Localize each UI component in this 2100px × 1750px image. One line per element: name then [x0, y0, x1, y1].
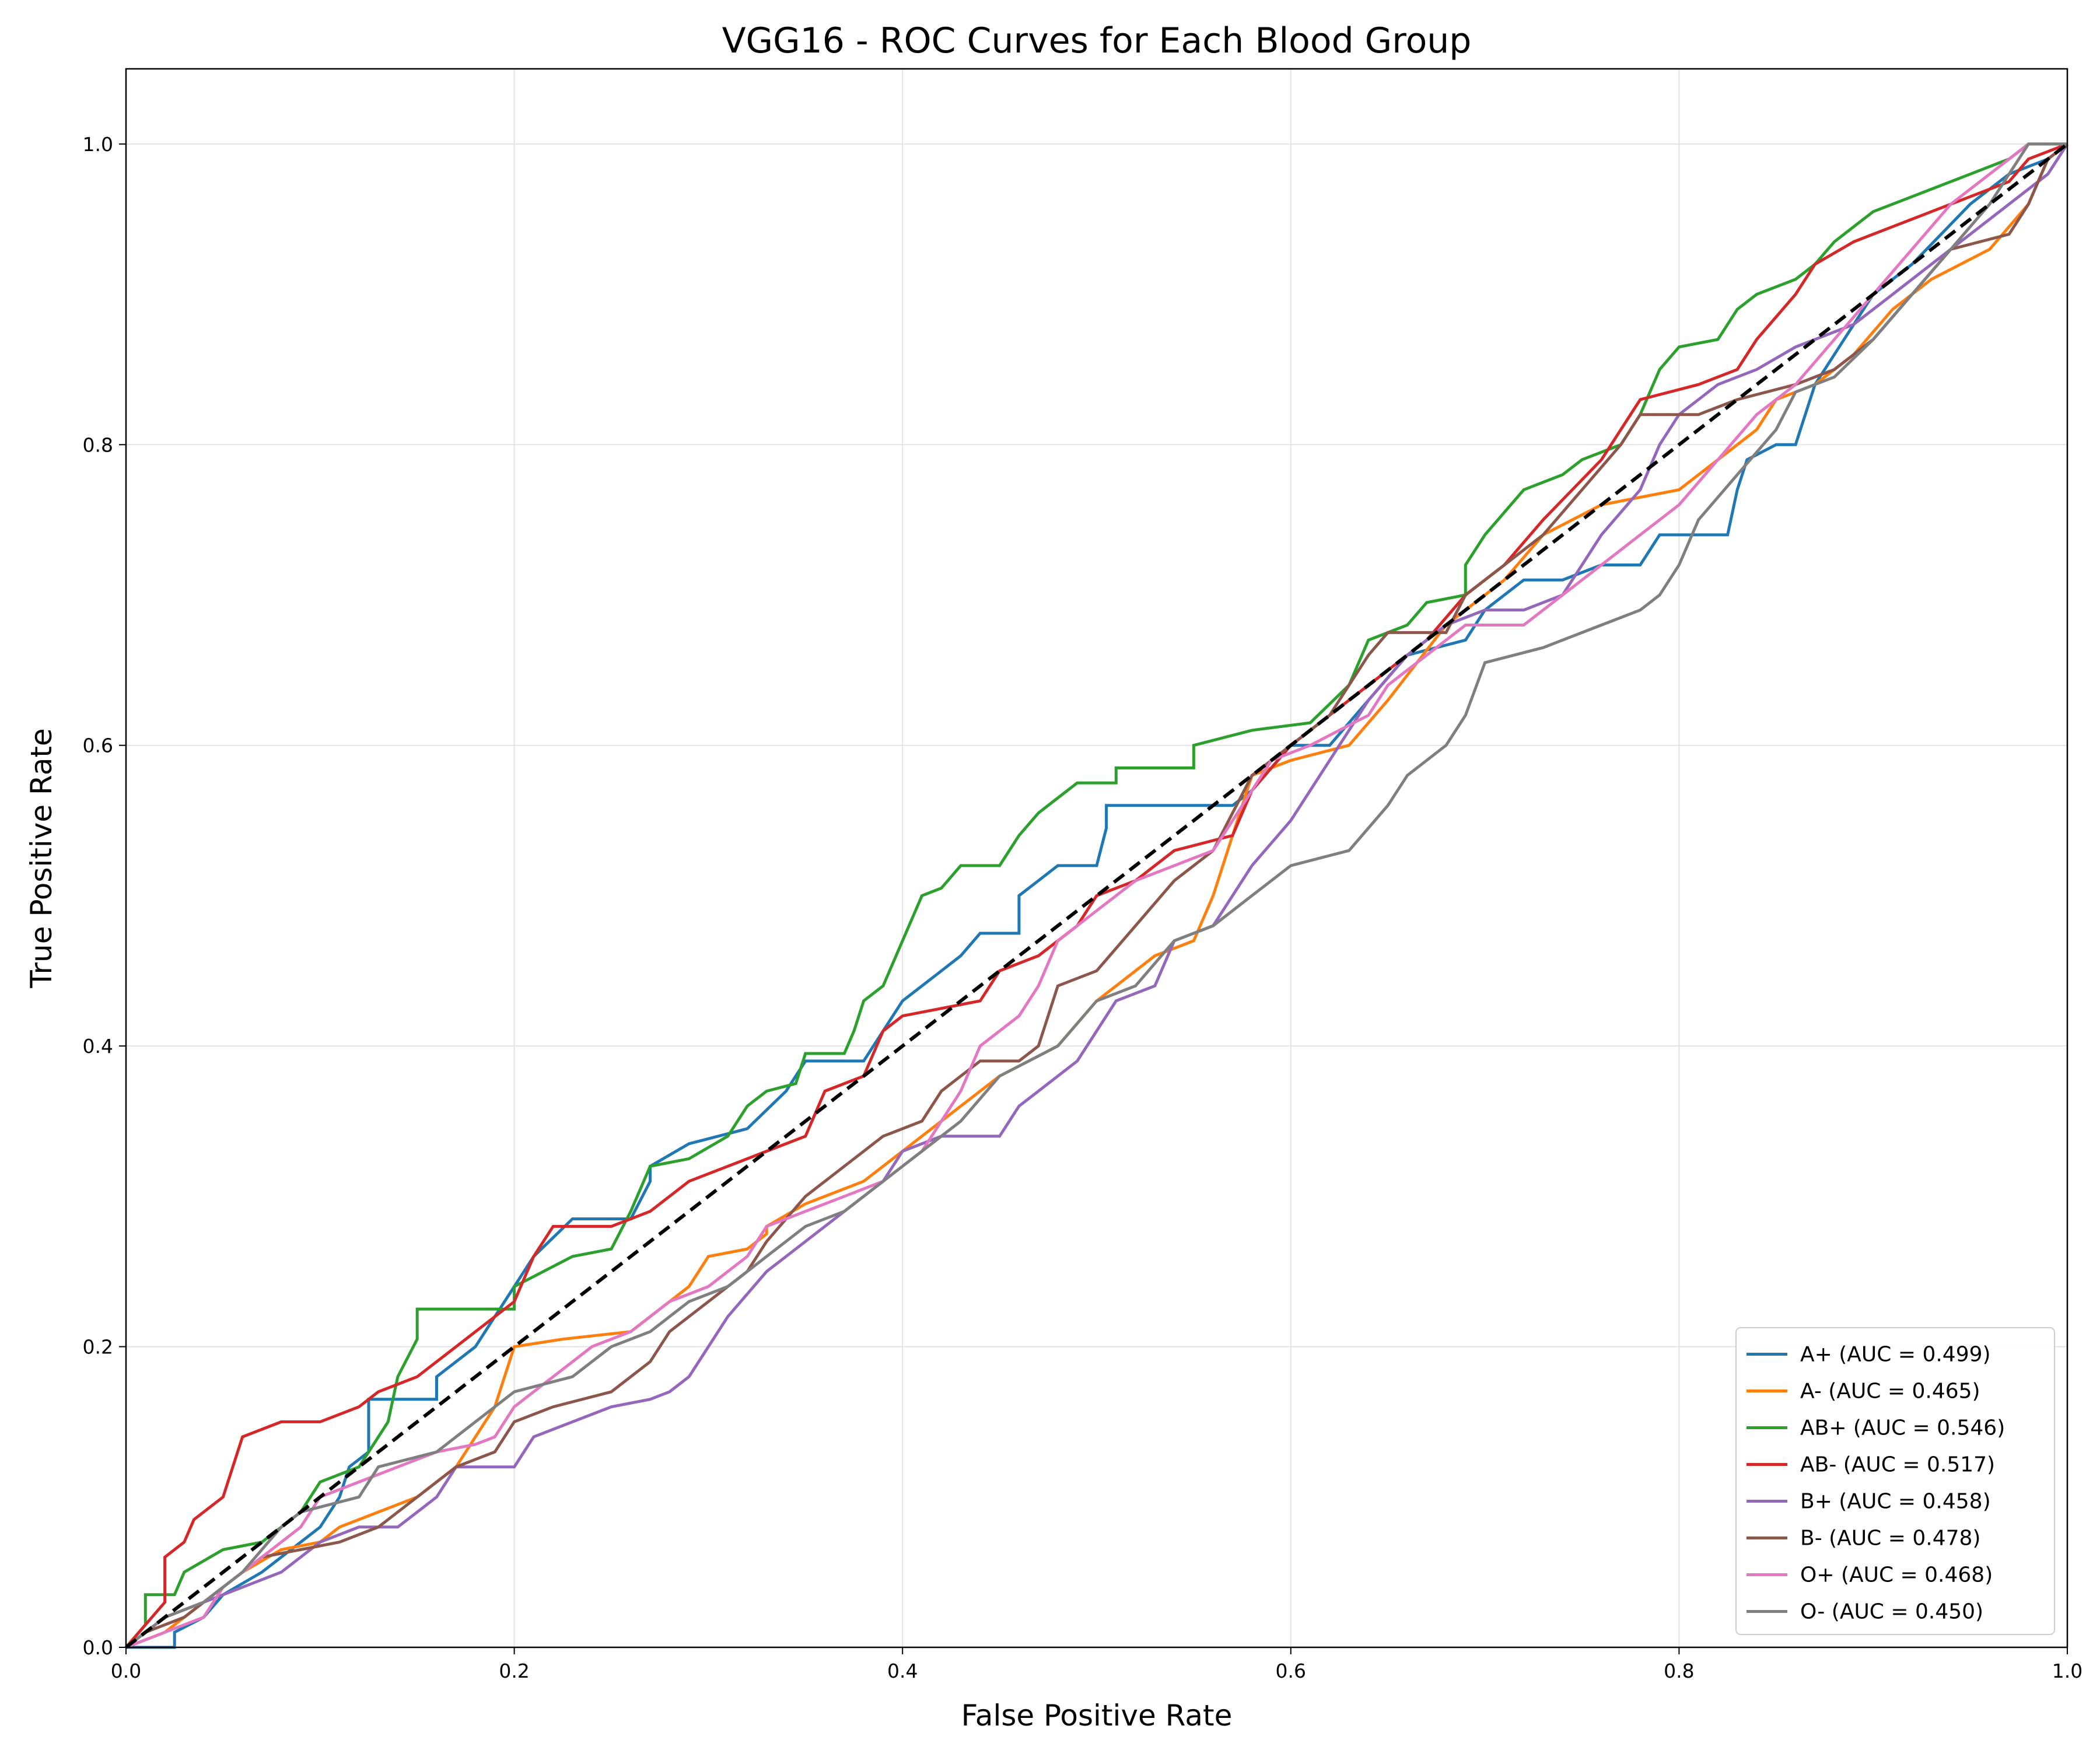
chart-title: VGG16 - ROC Curves for Each Blood Group — [722, 20, 1472, 61]
legend-entry: AB+ (AUC = 0.546) — [1800, 1416, 2005, 1440]
y-tick-label: 1.0 — [83, 133, 113, 156]
roc-line-b-neg — [125, 142, 2068, 1648]
legend-entry: A- (AUC = 0.465) — [1800, 1380, 1980, 1404]
legend-entry: B+ (AUC = 0.458) — [1800, 1490, 1991, 1514]
legend-entry: A+ (AUC = 0.499) — [1800, 1343, 1991, 1367]
plot-series — [125, 142, 2069, 1649]
legend-box — [1735, 1327, 2055, 1635]
roc-line-o-neg — [125, 142, 2067, 1648]
x-tick-label: 0.6 — [1276, 1660, 1306, 1682]
y-tick-label: 0.6 — [83, 734, 113, 757]
x-tick-label: 0.2 — [499, 1660, 529, 1682]
roc-line-ab-pos — [125, 142, 2067, 1648]
legend-entry: B- (AUC = 0.478) — [1800, 1527, 1980, 1550]
y-tick-label: 0.8 — [83, 433, 113, 456]
roc-line-chance — [125, 142, 2068, 1649]
roc-line-ab-neg — [125, 142, 2068, 1648]
x-axis-label: False Positive Rate — [961, 1699, 1233, 1732]
plot-frame — [125, 68, 2068, 1648]
legend-entry: O- (AUC = 0.450) — [1800, 1600, 1983, 1624]
legend-entry: AB- (AUC = 0.517) — [1800, 1453, 1995, 1477]
grid — [125, 69, 2068, 1648]
y-tick-label: 0.0 — [83, 1636, 113, 1659]
y-axis-label: True Positive Rate — [24, 728, 58, 988]
axis-ticks: 0.0 0.2 0.4 0.6 0.8 1.0 0.0 0.2 0.4 0.6 0.8 1.0 — [83, 133, 2083, 1682]
x-tick-label: 0.4 — [887, 1660, 918, 1682]
y-tick-label: 0.4 — [83, 1035, 113, 1058]
x-tick-label: 1.0 — [2052, 1660, 2082, 1682]
x-tick-label: 0.8 — [1664, 1660, 1694, 1682]
x-tick-label: 0.0 — [111, 1660, 141, 1682]
legend: A+ (AUC = 0.499) A- (AUC = 0.465) AB+ (AUC… — [1735, 1327, 2055, 1635]
y-tick-label: 0.2 — [83, 1336, 113, 1359]
legend-entry: O+ (AUC = 0.468) — [1800, 1563, 1993, 1587]
